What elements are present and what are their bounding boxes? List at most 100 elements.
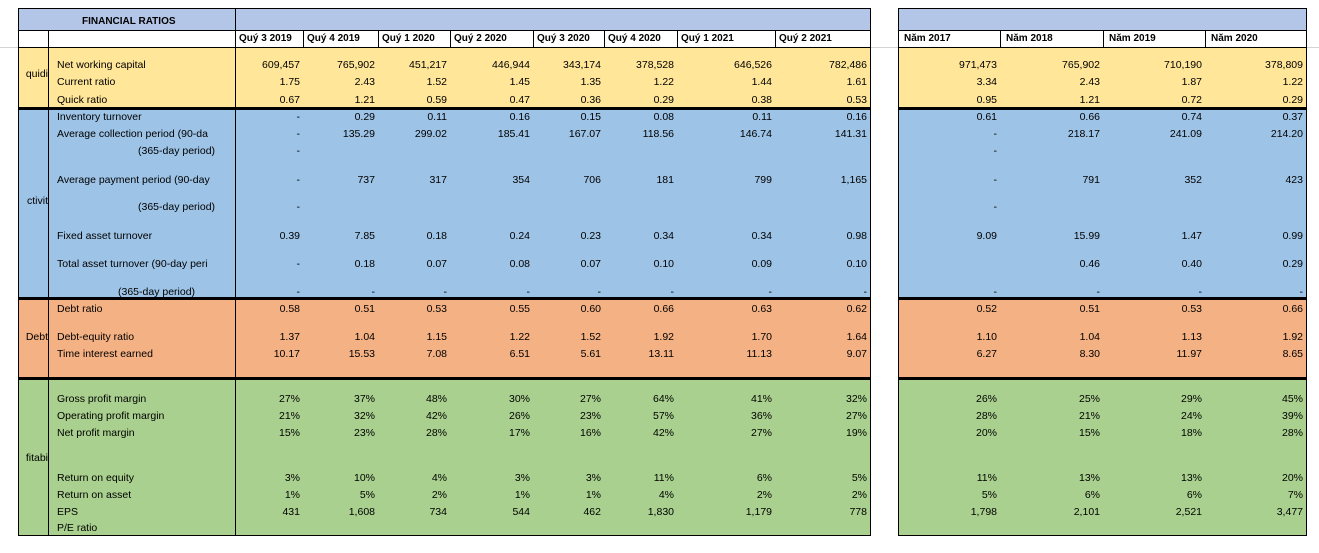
value-cell: 0.11 bbox=[752, 111, 772, 123]
value-cell: - bbox=[371, 286, 376, 298]
section-band bbox=[18, 378, 871, 536]
value-cell: 29% bbox=[1180, 393, 1202, 405]
value-cell: 13% bbox=[1078, 472, 1100, 484]
column-header: Quý 4 2020 bbox=[608, 33, 661, 44]
value-cell: 15% bbox=[278, 427, 300, 439]
value-cell: 765,902 bbox=[1062, 59, 1100, 71]
value-cell: - bbox=[993, 174, 998, 186]
title-band bbox=[898, 8, 1307, 31]
value-cell: 0.10 bbox=[653, 258, 674, 270]
row-label: Current ratio bbox=[57, 76, 116, 88]
value-cell: 0.99 bbox=[1282, 230, 1303, 242]
value-cell: 10% bbox=[353, 472, 375, 484]
section-band bbox=[18, 108, 871, 298]
value-cell: 0.34 bbox=[751, 230, 772, 242]
value-cell: 19% bbox=[845, 427, 867, 439]
value-cell: 18% bbox=[1180, 427, 1202, 439]
value-cell: 42% bbox=[425, 410, 447, 422]
value-cell: 1,179 bbox=[745, 506, 772, 518]
value-cell: 1.52 bbox=[426, 76, 447, 88]
column-header: Quý 3 2019 bbox=[239, 33, 292, 44]
value-cell: - bbox=[597, 286, 602, 298]
value-cell: 0.29 bbox=[1282, 94, 1303, 106]
column-header: Năm 2020 bbox=[1211, 33, 1258, 44]
column-divider bbox=[1103, 31, 1104, 47]
value-cell: 1.15 bbox=[426, 331, 447, 343]
value-cell: 1.45 bbox=[509, 76, 530, 88]
value-cell: - bbox=[993, 128, 998, 140]
row-label: Time interest earned bbox=[57, 348, 153, 360]
value-cell: 1,608 bbox=[348, 506, 375, 518]
value-cell: 4% bbox=[658, 489, 674, 501]
column-divider bbox=[235, 31, 236, 536]
value-cell: 5% bbox=[359, 489, 375, 501]
row-label: Debt ratio bbox=[57, 303, 103, 315]
value-cell: 299.02 bbox=[414, 128, 447, 140]
value-cell: 6% bbox=[1186, 489, 1202, 501]
value-cell: 0.53 bbox=[1181, 303, 1202, 315]
value-cell: - bbox=[296, 286, 301, 298]
value-cell: 64% bbox=[652, 393, 674, 405]
value-cell: 32% bbox=[845, 393, 867, 405]
value-cell: 135.29 bbox=[342, 128, 375, 140]
value-cell: 27% bbox=[278, 393, 300, 405]
value-cell: 378,528 bbox=[636, 59, 674, 71]
column-divider bbox=[303, 31, 304, 47]
value-cell: - bbox=[993, 201, 998, 213]
value-cell: 1.70 bbox=[751, 331, 772, 343]
value-cell: 1% bbox=[284, 489, 300, 501]
value-cell: 782,486 bbox=[829, 59, 867, 71]
value-cell: 0.72 bbox=[1181, 94, 1202, 106]
column-divider bbox=[450, 31, 451, 47]
column-header: Quý 2 2020 bbox=[454, 33, 507, 44]
value-cell: 20% bbox=[975, 427, 997, 439]
row-label: Total asset turnover (90-day peri bbox=[57, 258, 208, 270]
value-cell: 41% bbox=[750, 393, 772, 405]
row-label: Return on equity bbox=[57, 472, 135, 484]
value-cell: 57% bbox=[652, 410, 674, 422]
value-cell: 317 bbox=[429, 174, 447, 186]
section-band bbox=[18, 298, 871, 378]
column-divider bbox=[48, 31, 49, 536]
value-cell: 431 bbox=[282, 506, 300, 518]
value-cell: 20% bbox=[1281, 472, 1303, 484]
value-cell: - bbox=[670, 286, 675, 298]
value-cell: 0.52 bbox=[976, 303, 997, 315]
value-cell: 36% bbox=[750, 410, 772, 422]
value-cell: 5% bbox=[981, 489, 997, 501]
value-cell: 451,217 bbox=[409, 59, 447, 71]
value-cell: 0.37 bbox=[1282, 111, 1303, 123]
value-cell: 15.53 bbox=[348, 348, 375, 360]
column-divider bbox=[533, 31, 534, 47]
value-cell: 37% bbox=[353, 393, 375, 405]
value-cell: 146.74 bbox=[739, 128, 772, 140]
value-cell: 9.07 bbox=[846, 348, 867, 360]
value-cell: 0.16 bbox=[846, 111, 867, 123]
value-cell: - bbox=[1198, 286, 1203, 298]
value-cell: 646,526 bbox=[734, 59, 772, 71]
column-header: Quý 4 2019 bbox=[307, 33, 360, 44]
value-cell: 778 bbox=[849, 506, 867, 518]
value-cell: - bbox=[296, 258, 301, 270]
value-cell: 11.13 bbox=[746, 348, 773, 360]
section-band bbox=[18, 47, 871, 108]
value-cell: 45% bbox=[1281, 393, 1303, 405]
value-cell: 118.56 bbox=[642, 128, 674, 140]
section-band bbox=[898, 47, 1307, 108]
value-cell: 544 bbox=[512, 506, 530, 518]
header-row bbox=[18, 31, 871, 47]
value-cell: 0.11 bbox=[427, 111, 447, 123]
section-label: fitabi bbox=[25, 452, 48, 464]
value-cell: 0.66 bbox=[1079, 111, 1100, 123]
value-cell: - bbox=[993, 286, 998, 298]
value-cell: 446,944 bbox=[492, 59, 530, 71]
value-cell: 1% bbox=[585, 489, 601, 501]
value-cell: 1.22 bbox=[1282, 76, 1303, 88]
value-cell: 24% bbox=[1180, 410, 1202, 422]
value-cell: 1.04 bbox=[354, 331, 375, 343]
title-band bbox=[18, 8, 871, 31]
value-cell: 706 bbox=[583, 174, 601, 186]
value-cell: 7% bbox=[1287, 489, 1303, 501]
value-cell: 423 bbox=[1285, 174, 1303, 186]
value-cell: 0.66 bbox=[653, 303, 674, 315]
